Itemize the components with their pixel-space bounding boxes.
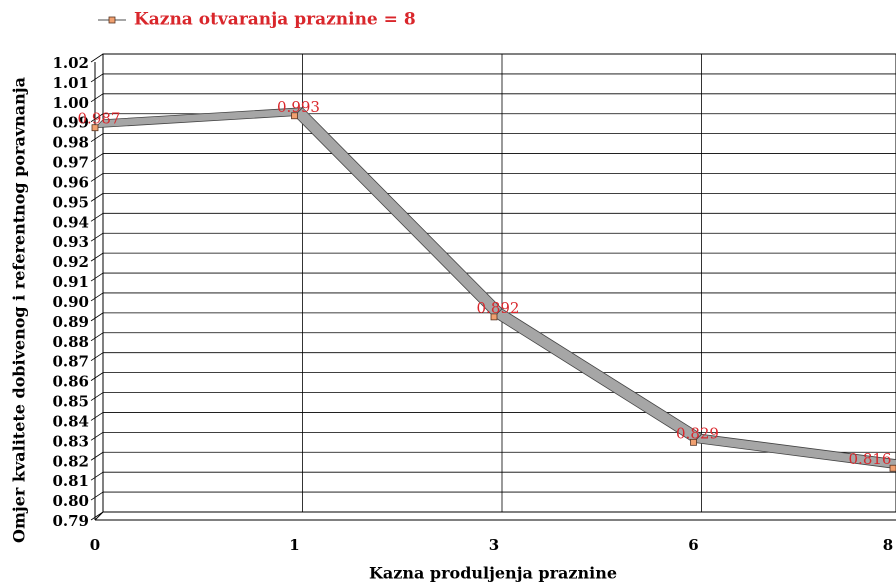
legend-label: Kazna otvaranja praznine = 8 [134,10,416,30]
y-tick-label: 0.87 [52,353,89,371]
y-tick [90,93,104,103]
data-label: 0.816 [849,450,892,468]
y-axis-title: Omjer kvalitete dobivenog i referentnog … [10,77,29,543]
y-tick-label: 0.92 [52,253,89,271]
x-tick-label: 3 [489,536,499,554]
y-tick-label: 0.90 [52,293,89,311]
y-tick-label: 0.86 [52,373,89,391]
y-tick [90,292,104,302]
y-tick-label: 0.89 [52,313,89,331]
y-tick-label: 1.01 [52,74,89,92]
y-tick-label: 0.98 [52,134,89,152]
y-tick-label: 1.02 [52,54,89,72]
x-tick-label: 1 [289,536,299,554]
y-tick [90,471,104,481]
legend-marker [108,16,116,24]
y-tick [90,193,104,202]
y-tick [90,332,104,342]
y-tick [90,53,104,63]
floor-edge [94,511,104,521]
y-tick [90,133,104,142]
point-marker [690,438,697,446]
y-tick [90,312,104,322]
y-tick [90,113,104,123]
y-tick [90,432,104,441]
x-tick-label: 8 [883,536,893,554]
line-ribbon [692,433,896,469]
y-tick-label: 0.93 [52,233,89,251]
data-label: 0.987 [78,110,121,128]
y-tick [90,491,104,501]
y-tick-label: 0.83 [52,432,89,450]
y-tick-label: 0.91 [52,273,89,291]
y-tick-label: 0.80 [52,492,89,510]
y-tick-label: 0.81 [52,472,89,490]
y-tick-label: 1.00 [52,94,89,112]
point-marker [91,124,99,132]
y-tick [90,372,104,381]
plot-wall [102,53,896,513]
x-tick-label: 6 [688,536,698,554]
y-tick [90,392,104,401]
y-tick [90,212,104,222]
point-marker [889,464,896,472]
point-marker [490,313,498,321]
data-label: 0.993 [277,98,320,116]
y-tick [90,451,104,461]
y-tick-label: 0.99 [52,114,89,132]
point-marker [291,112,298,120]
y-tick [90,412,104,421]
y-tick [90,352,104,362]
y-tick-label: 0.97 [52,154,89,172]
y-tick [90,73,104,83]
x-axis-title: Kazna produljenja praznine [369,564,617,583]
y-tick [90,232,104,242]
y-tick-label: 0.94 [52,213,89,231]
y-tick-label: 0.84 [52,412,89,430]
y-tick-label: 0.79 [52,512,89,530]
y-tick-label: 0.82 [52,452,89,470]
y-tick-label: 0.95 [52,193,89,211]
data-label: 0.829 [676,424,719,442]
data-label: 0.892 [477,299,520,317]
y-tick [90,252,104,262]
y-tick [90,272,104,282]
y-tick [90,173,104,182]
x-tick-label: 0 [90,536,100,554]
y-tick-label: 0.85 [52,393,89,411]
y-tick [90,153,104,162]
y-tick-label: 0.88 [52,333,89,351]
y-tick-label: 0.96 [52,173,89,191]
